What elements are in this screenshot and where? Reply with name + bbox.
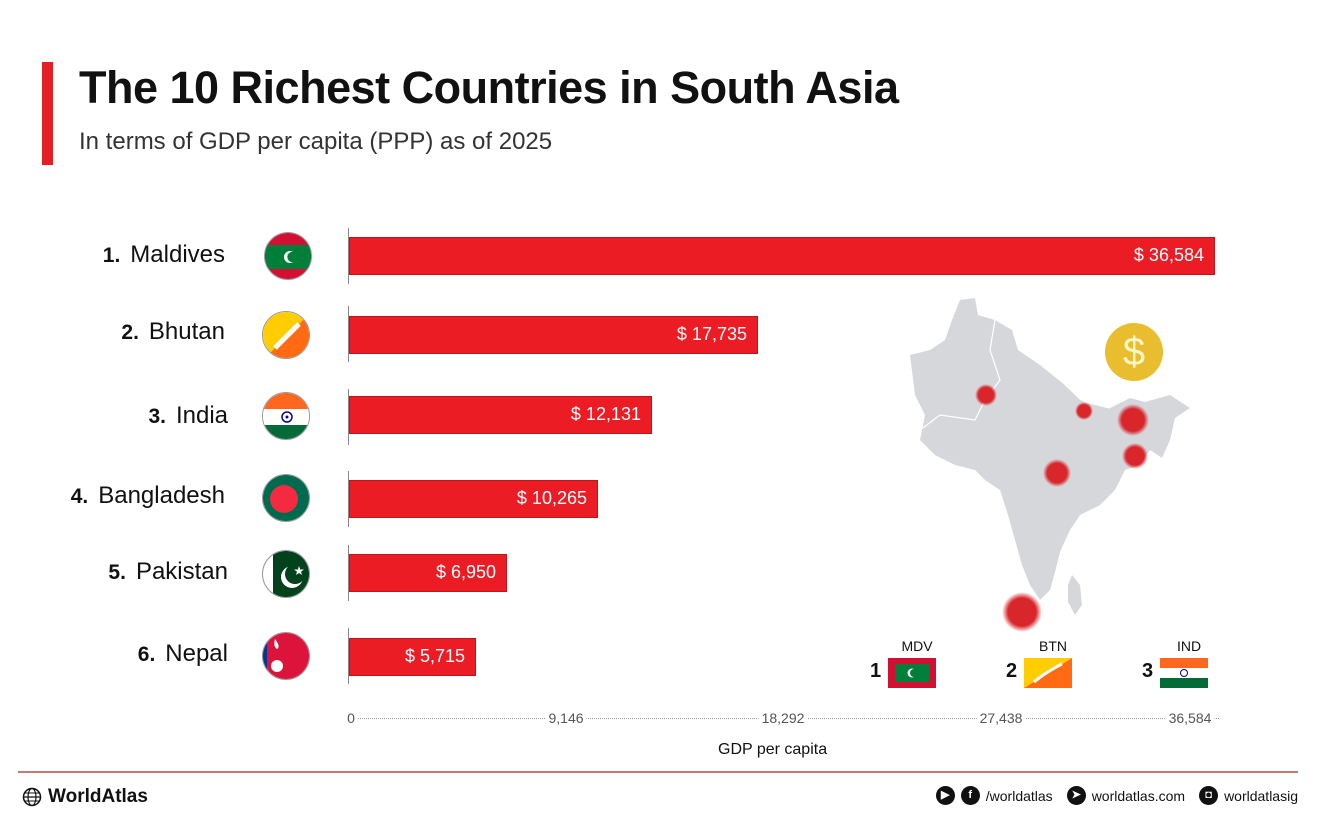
- maldives-flag-icon: [264, 232, 312, 280]
- bar-value-label: $ 5,715: [404, 646, 465, 666]
- maldives-flag-icon: [888, 658, 936, 688]
- map-legend-item-ind: IND 3: [1142, 638, 1212, 688]
- page-subtitle: In terms of GDP per capita (PPP) as of 2…: [79, 128, 553, 155]
- row-tick: [348, 628, 349, 684]
- title-accent-bar: [42, 62, 53, 165]
- footer-divider: [18, 771, 1298, 773]
- bar-value-label: $ 17,735: [676, 324, 747, 344]
- country-code: MDV: [901, 638, 933, 654]
- map-marker-pakistan: [975, 384, 997, 406]
- country-name: Pakistan: [135, 558, 228, 585]
- bar-pakistan[interactable]: $ 6,950: [349, 554, 507, 592]
- bar-value-label: $ 36,584: [1133, 245, 1204, 265]
- legend-rank: 2: [1006, 660, 1018, 682]
- rank-number: 1.: [102, 244, 121, 267]
- legend-rank: 1: [870, 660, 882, 682]
- south-asia-map: [910, 298, 1190, 632]
- row-label-maldives: 1. Maldives: [103, 241, 225, 269]
- country-code: BTN: [1039, 638, 1067, 654]
- map-legend-item-mdv: MDV 1: [870, 638, 940, 688]
- rank-number: 4.: [70, 485, 89, 508]
- worldatlas-logo[interactable]: WorldAtlas: [22, 786, 148, 808]
- x-axis-tick: 36,584: [1165, 710, 1215, 726]
- x-axis-tick: 18,292: [758, 710, 808, 726]
- row-tick: [348, 228, 349, 284]
- instagram-icon[interactable]: ◘: [1199, 786, 1219, 805]
- map-legend-item-btn: BTN 2: [1006, 638, 1076, 688]
- row-tick: [348, 306, 349, 362]
- facebook-icon[interactable]: f: [960, 786, 980, 805]
- bhutan-flag-icon: [262, 311, 310, 359]
- country-name: Maldives: [130, 241, 225, 268]
- bar-bhutan[interactable]: $ 17,735: [349, 316, 758, 354]
- row-label-pakistan: 5. Pakistan: [108, 558, 228, 586]
- bar-value-label: $ 10,265: [516, 488, 587, 508]
- x-axis-label: GDP per capita: [718, 741, 828, 758]
- map-marker-bhutan: [1117, 404, 1149, 436]
- page-title: The 10 Richest Countries in South Asia: [79, 62, 899, 113]
- bar-bangladesh[interactable]: $ 10,265: [349, 480, 598, 518]
- map-marker-maldives: [1002, 592, 1042, 632]
- nepal-flag-icon: [262, 632, 310, 680]
- row-label-india: 3. India: [148, 402, 228, 430]
- rank-number: 6.: [137, 643, 156, 666]
- country-name: Nepal: [165, 640, 228, 667]
- rank-number: 5.: [108, 561, 126, 584]
- social-handle-link[interactable]: /worldatlas: [985, 787, 1053, 804]
- row-tick: [348, 471, 349, 527]
- bar-nepal[interactable]: $ 5,715: [349, 638, 476, 676]
- website-link[interactable]: worldatlas.com: [1091, 787, 1186, 804]
- map-marker-nepal: [1075, 402, 1093, 420]
- x-axis-tick: 9,146: [545, 710, 587, 726]
- row-label-nepal: 6. Nepal: [138, 640, 228, 668]
- bar-value-label: $ 12,131: [570, 404, 641, 424]
- india-flag-icon: [1160, 658, 1208, 688]
- pakistan-flag-icon: [262, 550, 310, 598]
- bar-value-label: $ 6,950: [435, 562, 496, 582]
- bhutan-flag-icon: [1024, 658, 1072, 688]
- legend-rank: 3: [1142, 660, 1154, 682]
- row-label-bhutan: 2. Bhutan: [121, 318, 225, 346]
- bar-india[interactable]: $ 12,131: [349, 396, 652, 434]
- brand-name: WorldAtlas: [48, 786, 148, 807]
- country-code: IND: [1176, 638, 1202, 654]
- bar-maldives[interactable]: $ 36,584: [349, 237, 1215, 275]
- x-axis-tick: 27,438: [976, 710, 1026, 726]
- country-name: India: [175, 402, 228, 429]
- globe-icon: [22, 787, 42, 807]
- row-label-bangladesh: 4. Bangladesh: [71, 482, 225, 510]
- rank-number: 2.: [121, 321, 139, 344]
- dollar-coin-icon: $: [1105, 323, 1163, 381]
- map-marker-india: [1043, 459, 1071, 487]
- bangladesh-flag-icon: [262, 474, 310, 522]
- cursor-icon: ➤: [1066, 786, 1086, 805]
- row-tick: [348, 545, 349, 601]
- rank-number: 3.: [148, 405, 166, 428]
- map-marker-bangladesh: [1122, 443, 1148, 469]
- country-name: Bhutan: [148, 318, 225, 345]
- x-axis-tick: 0: [344, 710, 358, 726]
- social-links: ▶ f /worldatlas ➤ worldatlas.com ◘ world…: [935, 786, 1298, 805]
- india-flag-icon: [262, 392, 310, 440]
- youtube-icon[interactable]: ▶: [935, 786, 955, 805]
- row-tick: [348, 389, 349, 445]
- country-name: Bangladesh: [98, 482, 225, 509]
- instagram-link[interactable]: worldatlasig: [1224, 787, 1298, 804]
